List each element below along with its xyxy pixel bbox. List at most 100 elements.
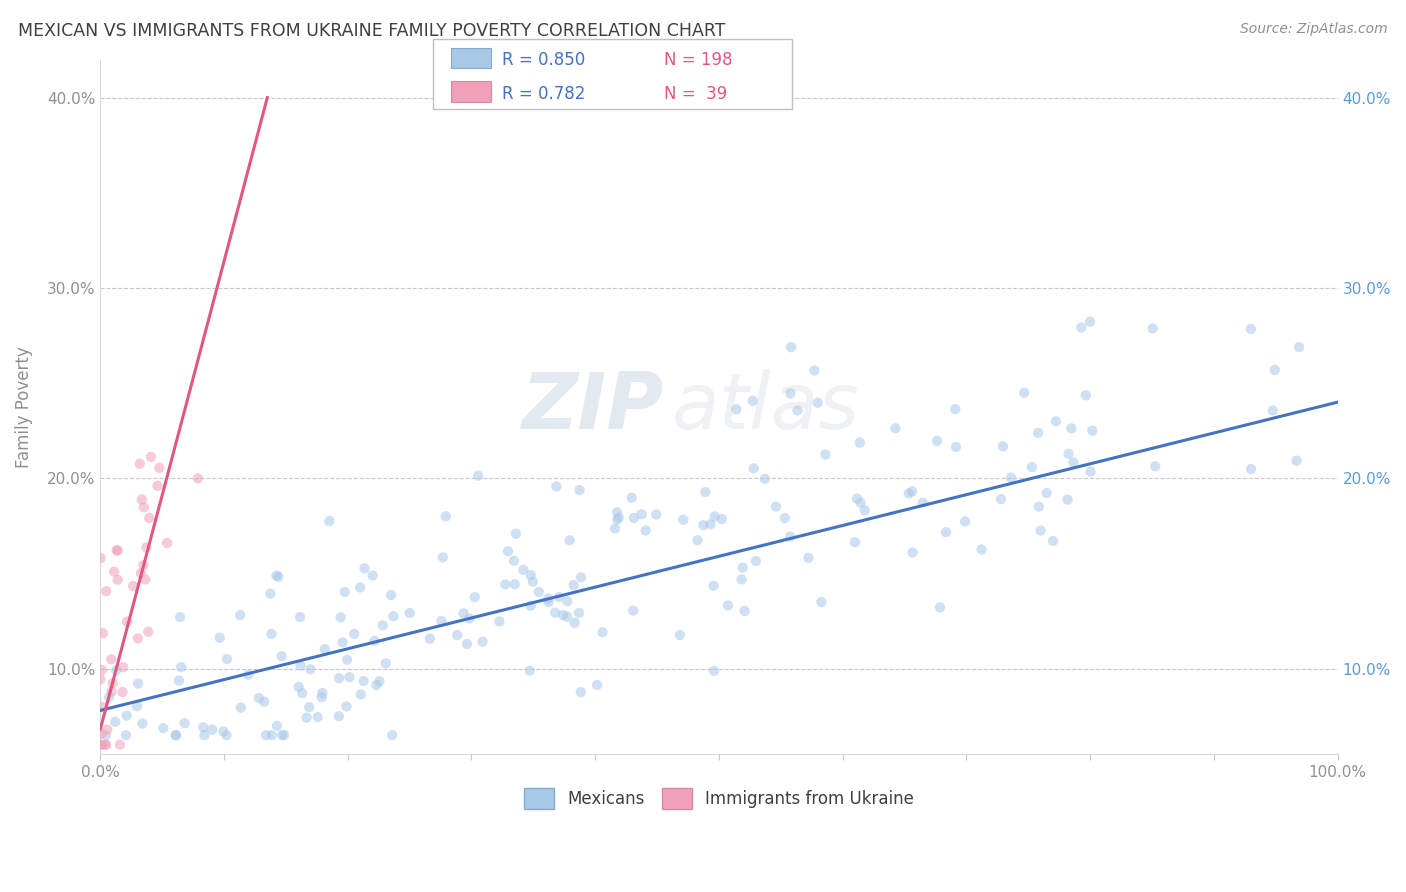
- Point: [132, 558, 155, 572]
- Point: [107, 543, 129, 558]
- Point: [467, 468, 489, 483]
- Point: [361, 568, 384, 582]
- Point: [169, 610, 191, 624]
- Point: [1142, 321, 1164, 335]
- Point: [945, 440, 967, 454]
- Point: [731, 560, 754, 574]
- Point: [1028, 500, 1050, 514]
- Point: [273, 728, 295, 742]
- Point: [586, 678, 609, 692]
- Point: [734, 604, 756, 618]
- Point: [1078, 315, 1101, 329]
- Point: [91, 699, 114, 714]
- Point: [897, 486, 920, 500]
- Point: [846, 491, 869, 506]
- Point: [634, 524, 657, 538]
- Point: [295, 710, 318, 724]
- Point: [129, 566, 152, 580]
- Point: [1240, 462, 1263, 476]
- Point: [695, 485, 717, 500]
- Point: [380, 588, 402, 602]
- Point: [1035, 486, 1057, 500]
- Point: [328, 709, 350, 723]
- Point: [911, 495, 934, 509]
- Point: [453, 607, 475, 621]
- Point: [336, 653, 359, 667]
- Point: [127, 632, 149, 646]
- Point: [703, 664, 725, 678]
- Text: N =  39: N = 39: [664, 85, 727, 103]
- Point: [335, 699, 357, 714]
- Point: [1080, 465, 1102, 479]
- Point: [89, 673, 111, 687]
- Point: [128, 457, 150, 471]
- Point: [991, 439, 1014, 453]
- Point: [488, 615, 510, 629]
- Point: [717, 599, 740, 613]
- Point: [814, 448, 837, 462]
- Point: [266, 719, 288, 733]
- Point: [1042, 534, 1064, 549]
- Point: [432, 550, 454, 565]
- Point: [187, 471, 209, 485]
- Point: [298, 700, 321, 714]
- Point: [786, 403, 808, 417]
- Point: [558, 533, 581, 548]
- Point: [569, 570, 592, 584]
- Point: [569, 685, 592, 699]
- Point: [311, 686, 333, 700]
- Point: [314, 642, 336, 657]
- Point: [193, 728, 215, 742]
- Point: [669, 628, 692, 642]
- Point: [520, 568, 543, 582]
- Point: [311, 690, 333, 705]
- Point: [101, 676, 124, 690]
- Point: [519, 664, 541, 678]
- Point: [165, 728, 187, 742]
- Point: [290, 610, 312, 624]
- Point: [382, 609, 405, 624]
- Point: [371, 618, 394, 632]
- Point: [368, 674, 391, 689]
- Point: [564, 615, 586, 630]
- Point: [259, 587, 281, 601]
- Point: [699, 517, 721, 532]
- Point: [287, 680, 309, 694]
- Point: [229, 700, 252, 714]
- Point: [692, 518, 714, 533]
- Point: [703, 509, 725, 524]
- Point: [446, 628, 468, 642]
- Point: [381, 728, 404, 742]
- Point: [193, 720, 215, 734]
- Point: [1000, 470, 1022, 484]
- Point: [606, 512, 628, 526]
- Point: [568, 483, 591, 497]
- Point: [328, 671, 350, 685]
- Point: [127, 676, 149, 690]
- Point: [546, 479, 568, 493]
- Point: [100, 684, 122, 698]
- Point: [103, 565, 125, 579]
- Point: [1264, 363, 1286, 377]
- Point: [503, 577, 526, 591]
- Point: [115, 708, 138, 723]
- Point: [606, 505, 628, 519]
- Point: [267, 570, 290, 584]
- Point: [505, 526, 527, 541]
- Point: [503, 554, 526, 568]
- Point: [555, 609, 578, 624]
- Point: [419, 632, 441, 646]
- Point: [266, 568, 288, 582]
- Text: R = 0.850: R = 0.850: [502, 51, 585, 69]
- Point: [537, 591, 560, 606]
- Point: [557, 594, 579, 608]
- Point: [134, 573, 156, 587]
- Point: [765, 500, 787, 514]
- Point: [929, 600, 952, 615]
- Point: [1062, 456, 1084, 470]
- Point: [520, 599, 543, 613]
- Y-axis label: Family Poverty: Family Poverty: [15, 346, 32, 467]
- Point: [844, 535, 866, 549]
- Point: [730, 573, 752, 587]
- Point: [464, 590, 486, 604]
